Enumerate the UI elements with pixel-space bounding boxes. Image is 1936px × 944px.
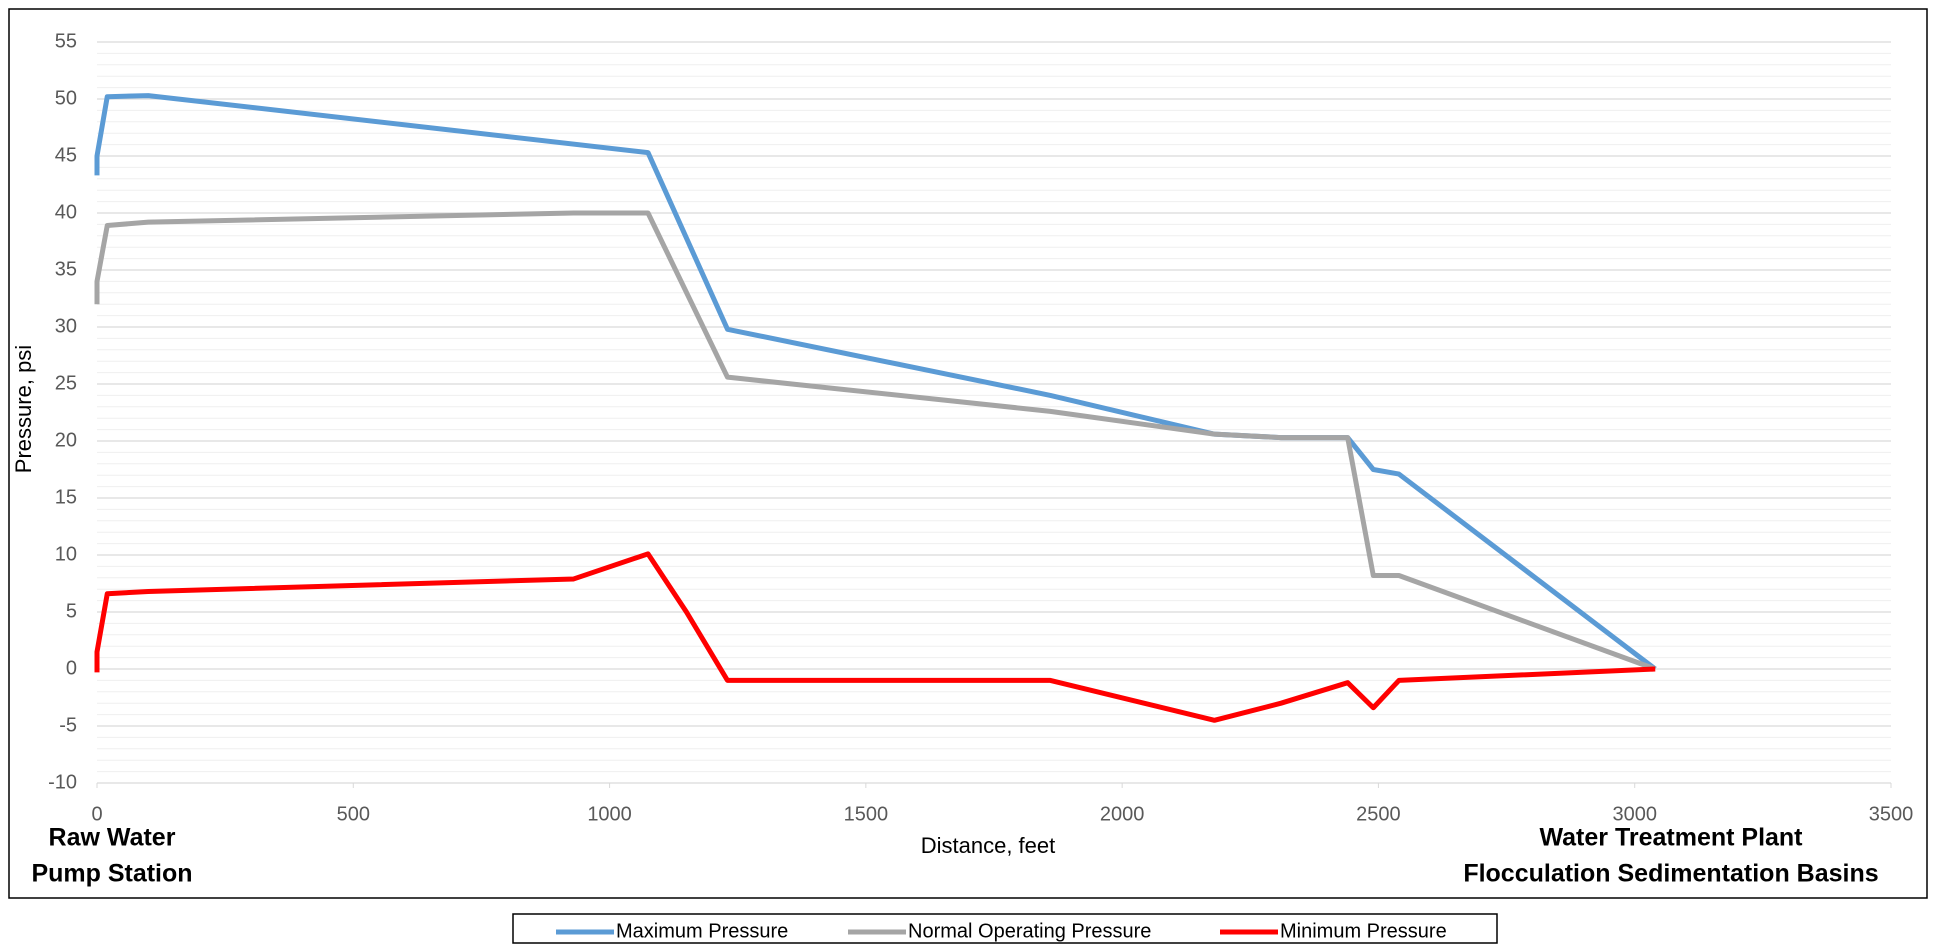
y-tick-label: -5 (59, 714, 77, 736)
x-axis-title: Distance, feet (921, 833, 1056, 858)
y-tick-label: 0 (66, 657, 77, 679)
y-tick-label: 30 (55, 315, 77, 337)
annotation: Water Treatment Plant (1539, 824, 1803, 852)
x-tick-label: 1500 (844, 803, 889, 825)
y-tick-label: 20 (55, 429, 77, 451)
annotation: Pump Station (31, 860, 192, 888)
y-tick-label: 40 (55, 201, 77, 223)
series-line (94, 93, 1657, 671)
y-tick-label: 25 (55, 372, 77, 394)
legend-label: Minimum Pressure (1280, 920, 1447, 942)
x-tick-label: 1000 (587, 803, 632, 825)
y-tick-label: 50 (55, 87, 77, 109)
annotation: Flocculation Sedimentation Basins (1463, 860, 1878, 888)
x-tick-label: 500 (337, 803, 370, 825)
legend-label: Maximum Pressure (616, 920, 788, 942)
y-tick-label: -10 (48, 771, 77, 793)
y-axis-title: Pressure, psi (11, 345, 36, 473)
legend-label: Normal Operating Pressure (908, 920, 1151, 942)
chart-border (8, 8, 1928, 899)
y-tick-label: 5 (66, 600, 77, 622)
plot-area (94, 41, 1892, 788)
x-tick-label: 3500 (1869, 803, 1914, 825)
annotation: Raw Water (49, 824, 176, 852)
y-tick-label: 35 (55, 258, 77, 280)
y-tick-label: 45 (55, 144, 77, 166)
y-tick-label: 55 (55, 30, 77, 52)
x-tick-label: 0 (91, 803, 102, 825)
y-tick-label: 15 (55, 486, 77, 508)
x-tick-label: 2000 (1100, 803, 1145, 825)
x-tick-label: 3000 (1612, 803, 1657, 825)
series-line (94, 210, 1657, 672)
series-line (94, 551, 1656, 723)
x-tick-label: 2500 (1356, 803, 1401, 825)
legend-box (512, 913, 1498, 944)
y-tick-label: 10 (55, 543, 77, 565)
